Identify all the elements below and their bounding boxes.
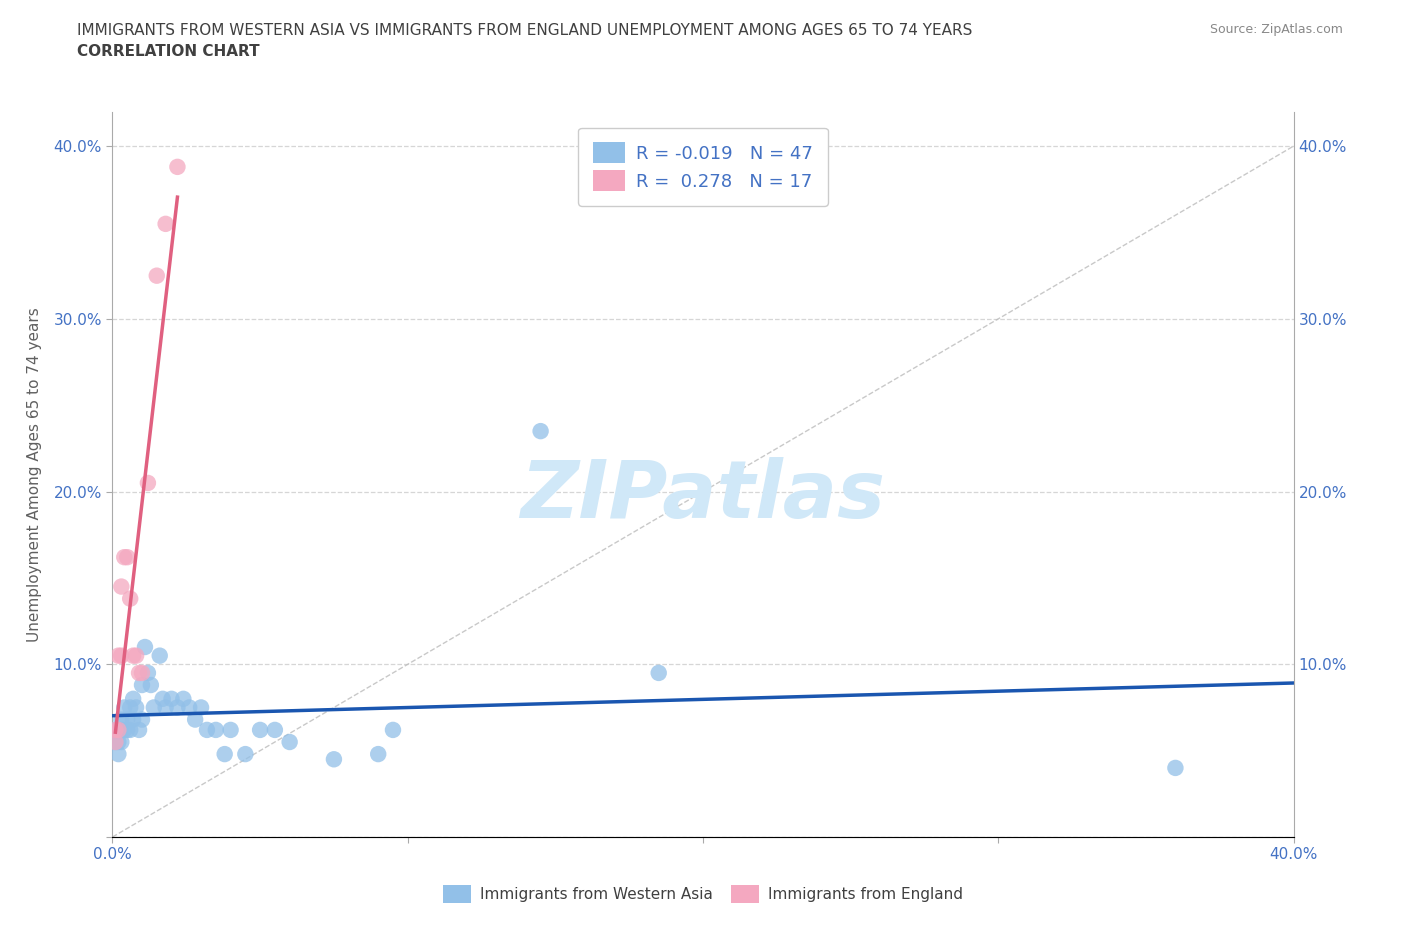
Point — [190, 700, 212, 715]
Point — [110, 735, 132, 750]
Point — [249, 723, 271, 737]
Point — [107, 723, 129, 737]
Point — [195, 723, 218, 737]
Point — [117, 550, 138, 565]
Point — [110, 579, 132, 594]
Point — [155, 217, 177, 232]
Point — [139, 678, 162, 693]
Point — [107, 648, 129, 663]
Point — [122, 712, 145, 727]
Point — [149, 648, 172, 663]
Point — [131, 678, 153, 693]
Point — [219, 723, 242, 737]
Point — [382, 723, 405, 737]
Point — [367, 747, 389, 762]
Point — [136, 666, 159, 681]
Point — [205, 723, 228, 737]
Point — [110, 712, 132, 727]
Point — [172, 691, 194, 706]
Point — [155, 700, 177, 715]
Point — [122, 691, 145, 706]
Point — [214, 747, 236, 762]
Point — [131, 666, 153, 681]
Point — [122, 648, 145, 663]
Point — [160, 691, 183, 706]
Point — [529, 424, 551, 439]
Point — [166, 700, 188, 715]
Text: Source: ZipAtlas.com: Source: ZipAtlas.com — [1209, 23, 1343, 36]
Point — [112, 723, 135, 737]
Point — [184, 712, 207, 727]
Text: CORRELATION CHART: CORRELATION CHART — [77, 44, 260, 59]
Text: IMMIGRANTS FROM WESTERN ASIA VS IMMIGRANTS FROM ENGLAND UNEMPLOYMENT AMONG AGES : IMMIGRANTS FROM WESTERN ASIA VS IMMIGRAN… — [77, 23, 973, 38]
Point — [152, 691, 174, 706]
Point — [104, 735, 127, 750]
Point — [146, 268, 169, 283]
Point — [264, 723, 287, 737]
Y-axis label: Unemployment Among Ages 65 to 74 years: Unemployment Among Ages 65 to 74 years — [28, 307, 42, 642]
Point — [142, 700, 165, 715]
Legend: Immigrants from Western Asia, Immigrants from England: Immigrants from Western Asia, Immigrants… — [437, 879, 969, 910]
Point — [125, 700, 148, 715]
Point — [120, 723, 142, 737]
Point — [110, 648, 132, 663]
Point — [104, 723, 127, 737]
Point — [136, 475, 159, 490]
Point — [179, 700, 201, 715]
Point — [104, 735, 127, 750]
Point — [120, 700, 142, 715]
Point — [125, 648, 148, 663]
Point — [233, 747, 256, 762]
Point — [107, 735, 129, 750]
Point — [112, 700, 135, 715]
Text: ZIPatlas: ZIPatlas — [520, 457, 886, 535]
Point — [112, 550, 135, 565]
Point — [323, 751, 346, 766]
Point — [1164, 761, 1187, 776]
Point — [647, 666, 671, 681]
Point — [117, 723, 138, 737]
Point — [104, 723, 127, 737]
Point — [117, 712, 138, 727]
Point — [134, 640, 156, 655]
Point — [166, 159, 188, 174]
Point — [131, 712, 153, 727]
Point — [120, 591, 142, 606]
Point — [128, 723, 150, 737]
Point — [107, 747, 129, 762]
Point — [128, 666, 150, 681]
Point — [110, 723, 132, 737]
Point — [278, 735, 301, 750]
Point — [107, 723, 129, 737]
